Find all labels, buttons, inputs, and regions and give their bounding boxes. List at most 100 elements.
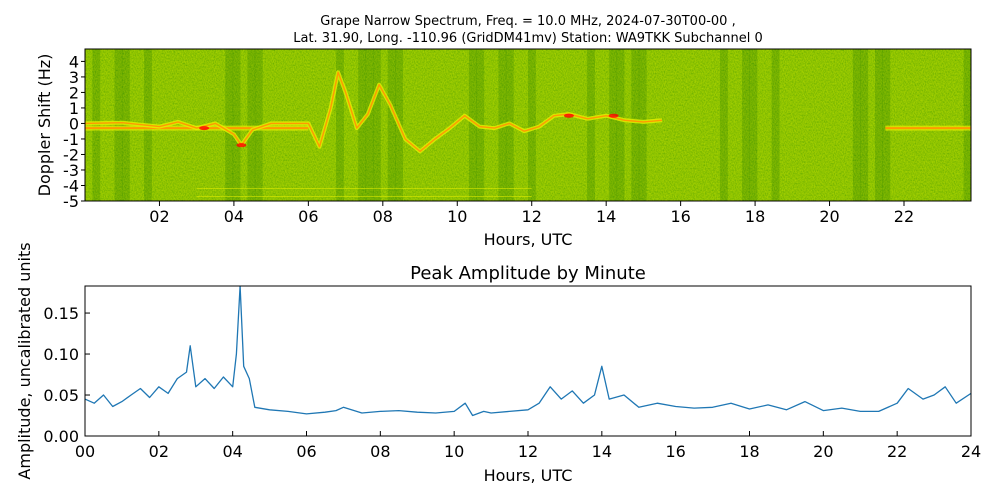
spectrogram-band xyxy=(572,49,581,201)
spectrogram-title-line1: Grape Narrow Spectrum, Freq. = 10.0 MHz,… xyxy=(320,14,735,29)
spectrogram-y-tick-label: -1 xyxy=(63,130,79,149)
spectrogram-band xyxy=(380,49,389,201)
spectrogram-panel: Grape Narrow Spectrum, Freq. = 10.0 MHz,… xyxy=(35,14,972,249)
spectrogram-band xyxy=(963,49,971,201)
spectrogram-band xyxy=(808,49,817,201)
spectrogram-band xyxy=(631,49,640,201)
spectrogram-band xyxy=(564,49,573,201)
spectrogram-band xyxy=(875,49,883,201)
doppler-hotspot xyxy=(199,126,210,131)
spectrogram-carrier-trace xyxy=(85,70,971,154)
spectrogram-band xyxy=(328,49,337,201)
spectrogram-band xyxy=(734,49,743,201)
spectrogram-band xyxy=(719,49,728,201)
spectrogram-band xyxy=(372,49,381,201)
spectrogram-band xyxy=(594,49,603,201)
spectrogram-noise-texture xyxy=(85,49,971,201)
amplitude-x-tick-label: 20 xyxy=(813,442,833,461)
spectrogram-x-axis: 02 04 06 08 10 12 14 16 18 20 22 xyxy=(149,201,914,226)
spectrogram-title-line2: Lat. 31.90, Long. -110.96 (GridDM41mv) S… xyxy=(293,31,763,46)
spectrogram-band xyxy=(712,49,721,201)
amplitude-x-tick-label: 04 xyxy=(222,442,242,461)
spectrogram-band xyxy=(660,49,669,201)
spectrogram-band xyxy=(513,49,522,201)
spectrogram-band xyxy=(926,49,935,201)
spectrogram-band xyxy=(365,49,374,201)
spectrogram-band xyxy=(793,49,802,201)
spectrogram-band xyxy=(904,49,913,201)
spectrogram-band xyxy=(461,49,470,201)
spectrogram-y-tick-label: -2 xyxy=(63,145,79,164)
spectrogram-band xyxy=(948,49,957,201)
doppler-trace xyxy=(85,71,663,153)
spectrogram-y-tick-label: 1 xyxy=(69,99,79,118)
spectrogram-band xyxy=(756,49,765,201)
spectrogram-band xyxy=(852,49,861,201)
spectrogram-band xyxy=(668,49,677,201)
spectrogram-band xyxy=(402,49,411,201)
spectrogram-band xyxy=(225,49,234,201)
amplitude-x-tick-label: 18 xyxy=(739,442,759,461)
spectrogram-band xyxy=(483,49,492,201)
spectrogram-band xyxy=(838,49,846,201)
spectrogram-band xyxy=(815,49,824,201)
spectrogram-band xyxy=(107,49,116,201)
doppler-hotspot xyxy=(608,113,619,118)
amplitude-title: Peak Amplitude by Minute xyxy=(410,263,646,284)
spectrogram-band xyxy=(823,49,832,201)
spectrogram-band xyxy=(860,49,869,201)
spectrogram-x-tick-label: 02 xyxy=(149,207,169,226)
spectrogram-band xyxy=(867,49,876,201)
spectrogram-band xyxy=(417,49,426,201)
spectrogram-band xyxy=(254,49,263,201)
amplitude-x-axis: 00 02 04 06 08 10 12 14 16 18 20 22 24 xyxy=(75,431,981,461)
amplitude-x-axis-label: Hours, UTC xyxy=(484,466,573,485)
spectrogram-band xyxy=(623,49,632,201)
amplitude-x-tick-label: 12 xyxy=(518,442,538,461)
spectrogram-band xyxy=(653,49,662,201)
spectrogram-band xyxy=(520,49,529,201)
spectrogram-x-tick-label: 06 xyxy=(298,207,318,226)
spectrogram-band xyxy=(697,49,706,201)
spectrogram-band xyxy=(956,49,965,201)
spectrogram-x-tick-label: 14 xyxy=(596,207,616,226)
spectrogram-band xyxy=(616,49,625,201)
amplitude-x-tick-label: 24 xyxy=(961,442,981,461)
spectrogram-band xyxy=(771,49,780,201)
spectrogram-y-tick-label: 0 xyxy=(69,114,79,133)
spectrogram-x-tick-label: 18 xyxy=(745,207,765,226)
spectrogram-band xyxy=(550,49,559,201)
spectrogram-x-tick-label: 10 xyxy=(447,207,467,226)
spectrogram-band xyxy=(454,49,463,201)
spectrogram-band xyxy=(343,49,352,201)
spectrogram-band xyxy=(439,49,448,201)
spectrogram-band xyxy=(646,49,655,201)
amplitude-series xyxy=(85,286,971,417)
spectrogram-x-tick-label: 16 xyxy=(670,207,690,226)
amplitude-y-axis-label: Amplitude, uncalibrated units xyxy=(15,242,34,479)
amplitude-x-tick-label: 14 xyxy=(592,442,612,461)
spectrogram-y-tick-label: 4 xyxy=(69,52,79,71)
spectrogram-band xyxy=(801,49,810,201)
amplitude-x-tick-label: 00 xyxy=(75,442,95,461)
spectrogram-band xyxy=(240,49,248,201)
spectrogram-band xyxy=(491,49,499,201)
spectrogram-band xyxy=(727,49,736,201)
spectrogram-band xyxy=(779,49,787,201)
spectrogram-band xyxy=(432,49,440,201)
spectrogram-band xyxy=(468,49,477,201)
spectrogram-band xyxy=(749,49,758,201)
doppler-hotspot xyxy=(563,113,574,118)
spectrogram-band xyxy=(409,49,418,201)
spectrogram-band xyxy=(705,49,714,201)
spectrogram-band xyxy=(830,49,839,201)
spectrogram-band xyxy=(313,49,322,201)
spectrogram-x-tick-label: 20 xyxy=(819,207,839,226)
amplitude-x-tick-label: 06 xyxy=(296,442,316,461)
spectrogram-x-tick-label: 12 xyxy=(522,207,542,226)
spectrogram-y-tick-label: -4 xyxy=(63,176,79,195)
spectrogram-band xyxy=(587,49,595,201)
spectrogram-band xyxy=(742,49,750,201)
spectrogram-band xyxy=(941,49,950,201)
